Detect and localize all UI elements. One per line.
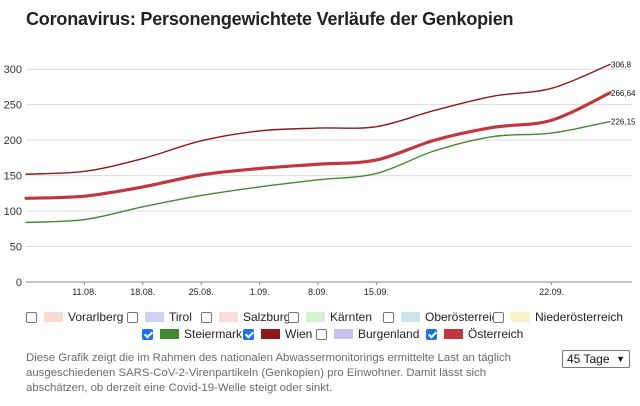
end-value-label: 226,15 <box>611 118 636 127</box>
checkbox-oberoesterreich[interactable] <box>383 311 394 323</box>
legend-item-salzburg[interactable]: Salzburg <box>201 310 290 324</box>
legend-label: Niederösterreich <box>535 310 624 324</box>
legend-label: Österreich <box>468 327 524 341</box>
checkbox-vorarlberg[interactable] <box>26 311 37 323</box>
legend-label: Vorarlberg <box>68 310 124 324</box>
series-line-steiermark <box>25 120 611 224</box>
legend-label: Salzburg <box>243 310 291 324</box>
chart-description: Diese Grafik zeigt die im Rahmen des nat… <box>26 352 511 394</box>
x-tick-label: 18.08. <box>130 287 155 297</box>
time-range-select[interactable]: 45 Tage ▼ <box>562 350 630 368</box>
chevron-down-icon: ▼ <box>616 354 625 364</box>
legend-label: Steiermark <box>184 327 243 341</box>
x-tick-label: 15.09. <box>364 287 389 297</box>
time-range-value: 45 Tage <box>567 352 610 366</box>
end-value-label: 306,8 <box>611 60 632 69</box>
legend-item-kaernten[interactable]: Kärnten <box>288 310 372 324</box>
legend-item-steiermark[interactable]: Steiermark <box>142 327 242 341</box>
x-tick-label: 11.08. <box>72 287 96 297</box>
checkbox-burgenland[interactable] <box>316 328 327 340</box>
y-tick-label: 200 <box>4 135 22 147</box>
legend-item-tirol[interactable]: Tirol <box>127 310 192 324</box>
swatch-tirol <box>145 312 164 322</box>
chart-title: Coronavirus: Personengewichtete Verläufe… <box>26 9 514 29</box>
y-tick-label: 0 <box>16 277 22 289</box>
swatch-wien <box>261 329 280 339</box>
checkbox-steiermark[interactable] <box>142 328 153 340</box>
legend-label: Oberösterreich <box>425 310 505 324</box>
swatch-burgenland <box>334 329 353 339</box>
y-tick-label: 100 <box>4 206 22 218</box>
swatch-vorarlberg <box>44 312 63 322</box>
swatch-oesterreich <box>444 329 463 339</box>
checkbox-salzburg[interactable] <box>201 311 212 323</box>
x-tick-label: 1.09. <box>250 287 270 297</box>
checkbox-wien[interactable] <box>243 328 254 340</box>
legend-label: Burgenland <box>358 327 420 341</box>
legend-item-niederoesterreich[interactable]: Niederösterreich <box>493 310 623 324</box>
swatch-niederoesterreich <box>511 312 530 322</box>
x-tick-label: 22.09. <box>539 287 564 297</box>
legend-label: Tirol <box>169 310 192 324</box>
checkbox-niederoesterreich[interactable] <box>493 311 504 323</box>
legend-item-wien[interactable]: Wien <box>243 327 312 341</box>
line-chart: 0 50 100 150 200 250 300 11.08. 18.08. 25.08. 1.09… <box>4 60 636 297</box>
legend-item-vorarlberg[interactable]: Vorarlberg <box>26 310 123 324</box>
y-tick-label: 300 <box>4 64 22 76</box>
legend-item-burgenland[interactable]: Burgenland <box>316 327 419 341</box>
x-tick-label: 25.08. <box>189 287 214 297</box>
checkbox-oesterreich[interactable] <box>426 328 437 340</box>
legend-item-oberoesterreich[interactable]: Oberösterreich <box>383 310 504 324</box>
checkbox-tirol[interactable] <box>127 311 138 323</box>
y-tick-label: 50 <box>10 242 22 254</box>
swatch-steiermark <box>160 329 179 339</box>
y-tick-label: 150 <box>4 171 22 183</box>
legend-item-oesterreich[interactable]: Österreich <box>426 327 523 341</box>
swatch-kaernten <box>306 312 325 322</box>
series-line-österreich <box>24 91 612 200</box>
swatch-salzburg <box>219 312 238 322</box>
end-value-label: 266,64 <box>611 89 636 98</box>
checkbox-kaernten[interactable] <box>288 311 299 323</box>
x-tick-label: 8.09. <box>308 287 328 297</box>
y-tick-label: 250 <box>4 100 22 112</box>
series-line-wien <box>25 63 611 175</box>
legend-label: Wien <box>285 327 313 341</box>
swatch-oberoesterreich <box>401 312 420 322</box>
legend-label: Kärnten <box>330 310 373 324</box>
